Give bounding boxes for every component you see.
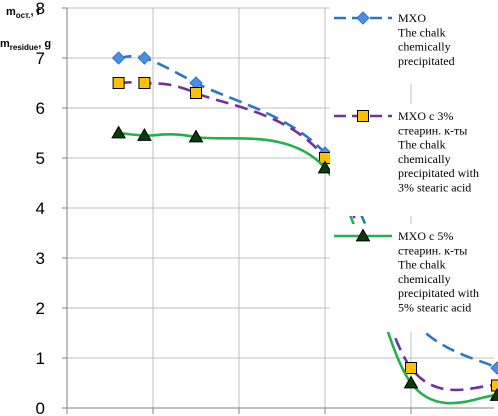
y-tick-label: 4 (36, 199, 45, 218)
legend-label-line: стеарин. к-ты (398, 123, 467, 137)
legend-label-line: The chalk (398, 258, 446, 272)
series-2 (112, 77, 498, 392)
y-axis-label: mост., г mresidue, g (0, 6, 51, 52)
data-point (138, 77, 151, 89)
y-tick-label: 2 (36, 299, 45, 318)
legend-label-line: MXO (398, 11, 426, 25)
legend-label-line: The chalk (398, 138, 446, 152)
y-tick-label: 8 (36, 0, 45, 18)
data-point (403, 375, 419, 389)
legend-label-line: precipitated with (398, 166, 479, 180)
legend-label-line: chemically (398, 272, 451, 286)
legend-bg (330, 224, 496, 332)
y-axis-label-en: mresidue, g (0, 38, 51, 52)
data-point (405, 362, 417, 374)
y-tick-label: 0 (36, 399, 45, 416)
data-point (489, 387, 498, 401)
data-point (112, 77, 125, 89)
axes: 0 1 2 3 4 5 6 7 8 (36, 0, 494, 416)
data-point (188, 129, 204, 143)
y-axis-label-ru: mост., г (6, 6, 42, 20)
legend-label-line: precipitated (398, 54, 455, 68)
legend-label-line: The chalk (398, 25, 446, 39)
y-tick-label: 6 (36, 99, 45, 118)
legend-label-line: MXO с 5% (398, 229, 453, 243)
y-tick-label: 1 (36, 349, 45, 368)
legend-label-line: chemically (398, 152, 451, 166)
y-tick-label: 7 (36, 49, 45, 68)
y-tick-label: 5 (36, 149, 45, 168)
legend-label-line: MXO с 3% (398, 109, 453, 123)
legend-marker (356, 11, 370, 25)
data-point (111, 125, 126, 139)
legend-marker (355, 228, 371, 242)
legend-label-line: precipitated with (398, 286, 479, 300)
data-point (190, 87, 202, 99)
legend-label-line: chemically (398, 40, 451, 54)
data-point (137, 127, 152, 141)
data-point (490, 361, 498, 375)
legend-label-line: 5% stearic acid (398, 301, 471, 315)
series-layer (111, 51, 498, 405)
legend-marker (357, 110, 369, 122)
legend-label-line: стеарин. к-ты (398, 243, 467, 257)
legend-bg (330, 104, 496, 216)
data-point (111, 51, 126, 65)
legend-label-line: 3% stearic acid (398, 181, 471, 195)
data-point (317, 160, 333, 174)
series-3 (111, 125, 498, 405)
data-point (137, 51, 152, 65)
y-tick-label: 3 (36, 249, 45, 268)
